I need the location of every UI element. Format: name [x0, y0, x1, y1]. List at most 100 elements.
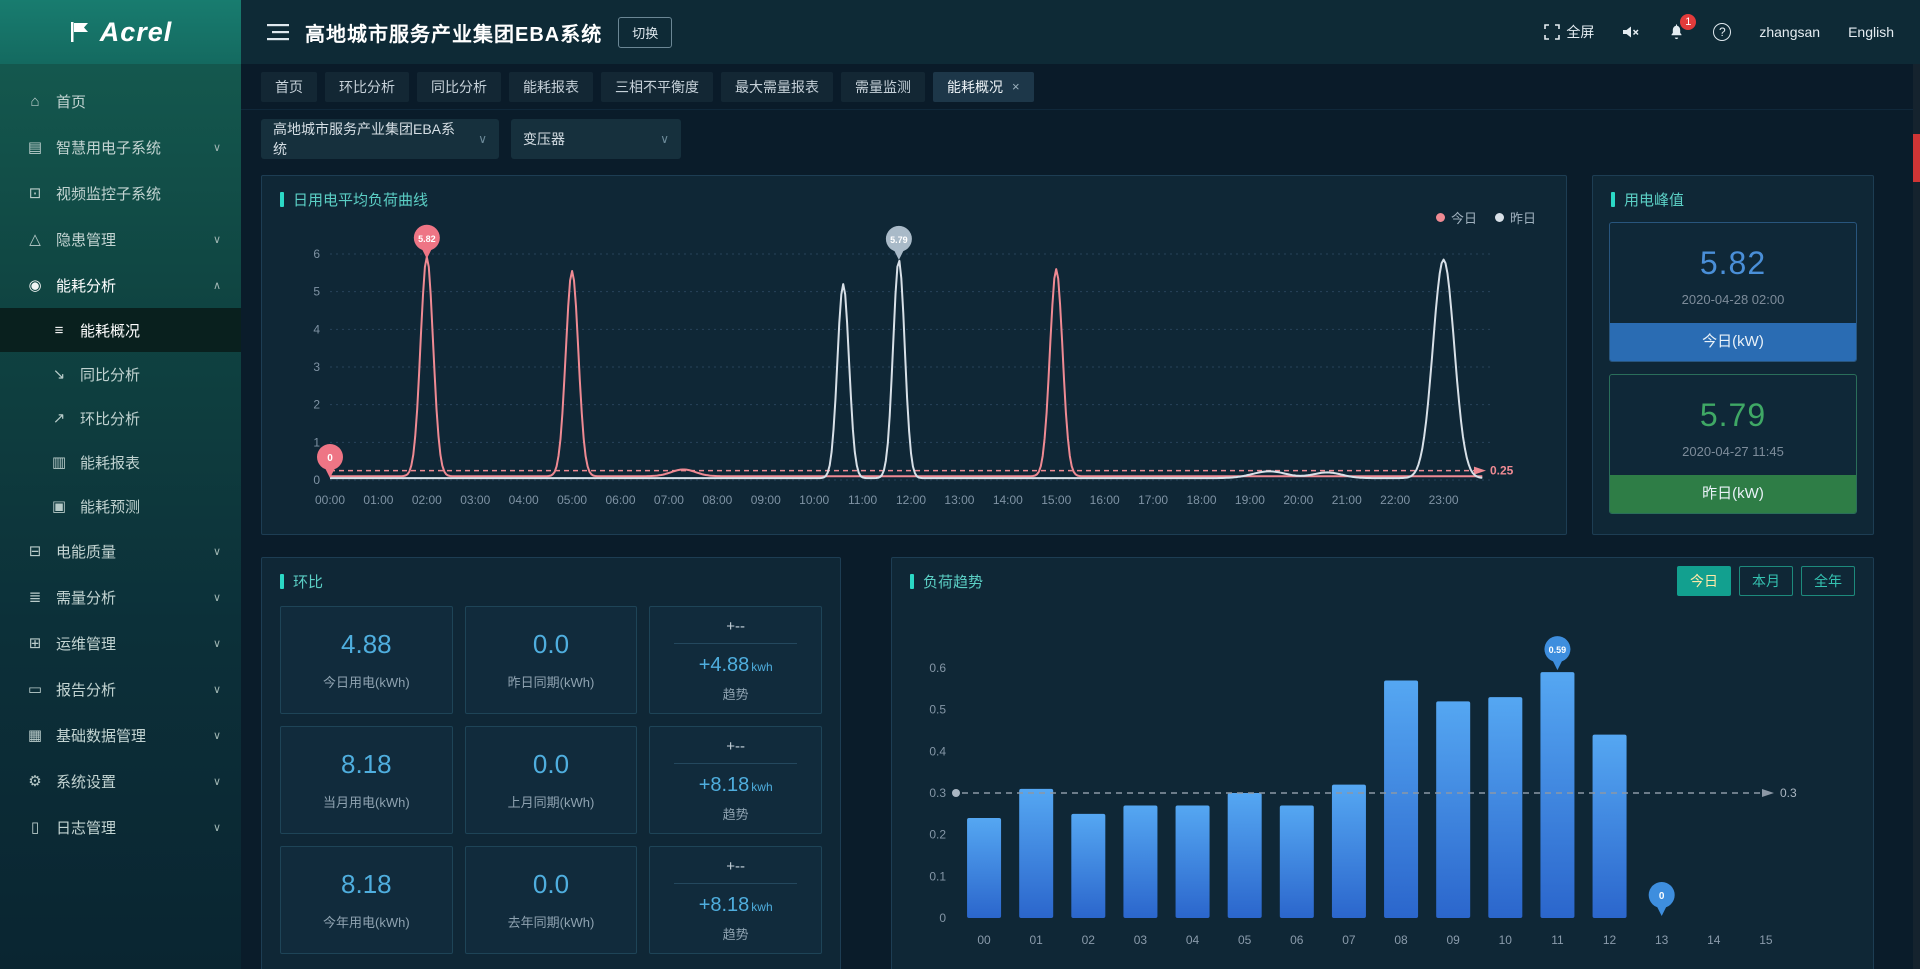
- chevron-down-icon: ∨: [660, 132, 669, 146]
- marker-pin: 0.59: [1544, 636, 1571, 671]
- quality-icon: ⊟: [28, 543, 42, 560]
- stat-label: 今年用电(kWh): [322, 915, 410, 930]
- tab-home[interactable]: 首页: [261, 71, 317, 102]
- fullscreen-icon: [1544, 24, 1561, 40]
- user-menu[interactable]: zhangsan: [1759, 24, 1821, 40]
- panel-title: 用电峰值: [1593, 176, 1873, 222]
- load-trend-panel: 负荷趋势 今日 本月 全年 0 0.1 0.2 0.3 0.4 0.5 0.6 00 01 02 03 0…: [891, 557, 1874, 969]
- chevron-down-icon: ∨: [212, 683, 221, 696]
- legend-item[interactable]: 今日: [1435, 208, 1477, 227]
- stat-label: 去年同期(kWh): [507, 915, 595, 930]
- sidebar-item-demand-analysis[interactable]: ≣ 需量分析 ∨: [0, 574, 241, 620]
- sidebar-item-power-quality[interactable]: ⊟ 电能质量 ∨: [0, 528, 241, 574]
- svg-text:01:00: 01:00: [363, 493, 393, 507]
- svg-text:14:00: 14:00: [993, 493, 1023, 507]
- chevron-down-icon: ∨: [212, 729, 221, 742]
- scrollbar-thumb[interactable]: [1913, 134, 1920, 182]
- tab-max-demand-report[interactable]: 最大需量报表: [721, 71, 833, 102]
- base-data-icon: ▦: [27, 727, 43, 744]
- hazard-icon: △: [29, 231, 41, 248]
- trend-card: +-- +8.18 kwh 趋势: [649, 726, 822, 834]
- switch-button[interactable]: 切换: [618, 16, 673, 48]
- svg-text:08:00: 08:00: [702, 493, 732, 507]
- svg-text:05: 05: [1238, 933, 1252, 947]
- stat-card: 0.0 上月同期(kWh): [464, 726, 638, 834]
- peak-value-today: 5.82: [1699, 245, 1767, 281]
- svg-text:09: 09: [1447, 933, 1461, 947]
- sidebar-item-log-management[interactable]: ▯ 日志管理 ∨: [0, 804, 241, 850]
- svg-text:20:00: 20:00: [1283, 493, 1313, 507]
- mute-button[interactable]: [1622, 24, 1640, 40]
- tab-three-phase-unbalance[interactable]: 三相不平衡度: [601, 71, 713, 102]
- filter-bar: 高地城市服务产业集团EBA系统 ∨ 变压器 ∨: [241, 110, 1920, 168]
- sidebar-subitem-yoy-analysis[interactable]: ↘ 同比分析: [0, 352, 241, 396]
- svg-text:0: 0: [313, 473, 320, 487]
- trend-unit: kwh: [751, 779, 773, 794]
- sidebar-item-smart-power[interactable]: ▤ 智慧用电子系统 ∨: [0, 124, 241, 170]
- marker-pin: 0: [1648, 882, 1675, 916]
- stat-label: 昨日同期(kWh): [507, 675, 595, 690]
- tab-mom-analysis[interactable]: 环比分析: [325, 71, 409, 102]
- tab-label: 同比分析: [431, 78, 487, 95]
- peak-card-yesterday: 5.79 2020-04-27 11:45 昨日(kW): [1609, 374, 1857, 514]
- sidebar-item-ops-management[interactable]: ⊞ 运维管理 ∨: [0, 620, 241, 666]
- help-button[interactable]: ?: [1713, 23, 1732, 41]
- svg-text:0.25: 0.25: [1490, 464, 1514, 478]
- sidebar-item-base-data[interactable]: ▦ 基础数据管理 ∨: [0, 712, 241, 758]
- chevron-down-icon: ∨: [212, 545, 221, 558]
- load-curve-title: 日用电平均负荷曲线: [293, 191, 429, 209]
- mom-comparison-panel: 环比 4.88 今日用电(kWh) 0.0 昨日同期(kWh) +-- +4.88 kwh 趋…: [261, 557, 841, 969]
- fullscreen-button[interactable]: 全屏: [1544, 22, 1594, 42]
- sidebar-item-home[interactable]: ⌂ 首页: [0, 78, 241, 124]
- sidebar-item-hazard[interactable]: △ 隐患管理 ∨: [0, 216, 241, 262]
- trend-delta: +4.88 kwh: [698, 653, 773, 676]
- series-line: [330, 256, 1483, 478]
- sidebar-item-video-monitor[interactable]: ⊡ 视频监控子系统: [0, 170, 241, 216]
- sidebar-item-energy-analysis[interactable]: ◉ 能耗分析 ∧: [0, 262, 241, 308]
- svg-text:0.3: 0.3: [929, 786, 946, 800]
- range-button-month[interactable]: 本月: [1739, 566, 1793, 596]
- sidebar-item-label: 需量分析: [56, 589, 117, 607]
- main-content: 首页 环比分析 同比分析 能耗报表 三相不平衡度 最大需量报表 需量监测 能耗概况 × 高地城市…: [241, 64, 1920, 969]
- brand-flag-icon: [70, 22, 88, 42]
- sidebar-subitem-mom-analysis[interactable]: ↗ 环比分析: [0, 396, 241, 440]
- notifications-button[interactable]: 1: [1668, 14, 1697, 41]
- stat-label: 上月同期(kWh): [507, 795, 595, 810]
- system-select[interactable]: 高地城市服务产业集团EBA系统 ∨: [261, 119, 499, 159]
- bar: [1436, 701, 1471, 918]
- tab-energy-overview[interactable]: 能耗概况 ×: [933, 71, 1034, 102]
- svg-text:11: 11: [1551, 933, 1564, 947]
- sidebar-subitem-energy-overview[interactable]: ≡ 能耗概况: [0, 308, 241, 352]
- title-accent-bar: [280, 191, 284, 207]
- bar: [1123, 805, 1158, 918]
- tab-yoy-analysis[interactable]: 同比分析: [417, 71, 501, 102]
- range-button-today[interactable]: 今日: [1677, 566, 1731, 596]
- trend-label: 趋势: [722, 926, 749, 942]
- scrollbar-track[interactable]: [1913, 64, 1920, 969]
- sidebar-item-report-analysis[interactable]: ▭ 报告分析 ∨: [0, 666, 241, 712]
- svg-text:18:00: 18:00: [1186, 493, 1216, 507]
- system-select-value: 高地城市服务产业集团EBA系统: [273, 121, 456, 157]
- tab-close-icon[interactable]: ×: [1012, 79, 1020, 94]
- chevron-down-icon: ∨: [212, 637, 221, 650]
- page-title: 高地城市服务产业集团EBA系统: [305, 23, 603, 46]
- stat-value: 8.18: [341, 749, 392, 779]
- language-switch[interactable]: English: [1848, 24, 1894, 40]
- chevron-down-icon: ∨: [212, 821, 221, 834]
- sidebar-item-label: 隐患管理: [56, 231, 117, 249]
- sidebar-item-system-settings[interactable]: ⚙ 系统设置 ∨: [0, 758, 241, 804]
- tab-bar: 首页 环比分析 同比分析 能耗报表 三相不平衡度 最大需量报表 需量监测 能耗概况 ×: [241, 64, 1920, 110]
- tab-demand-monitoring[interactable]: 需量监测: [841, 71, 925, 102]
- device-select[interactable]: 变压器 ∨: [511, 119, 681, 159]
- sidebar-subitem-energy-forecast[interactable]: ▣ 能耗预测: [0, 484, 241, 528]
- sidebar-item-label: 智慧用电子系统: [56, 139, 162, 157]
- legend-item[interactable]: 昨日: [1494, 208, 1536, 227]
- sidebar-subitem-energy-report[interactable]: ▥ 能耗报表: [0, 440, 241, 484]
- title-accent-bar: [280, 573, 284, 589]
- svg-text:17:00: 17:00: [1138, 493, 1168, 507]
- mom-icon: ↗: [52, 410, 66, 427]
- sidebar-collapse-icon[interactable]: [267, 23, 289, 41]
- range-button-year[interactable]: 全年: [1801, 566, 1855, 596]
- svg-text:04: 04: [1186, 933, 1200, 947]
- tab-energy-report[interactable]: 能耗报表: [509, 71, 593, 102]
